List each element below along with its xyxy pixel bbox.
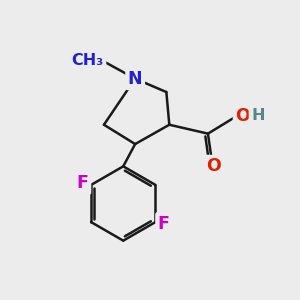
Text: F: F [158,214,170,232]
Text: F: F [77,174,89,192]
Text: H: H [251,108,265,123]
Text: O: O [206,157,221,175]
Text: CH₃: CH₃ [72,53,104,68]
Text: N: N [128,70,142,88]
Text: O: O [235,107,250,125]
